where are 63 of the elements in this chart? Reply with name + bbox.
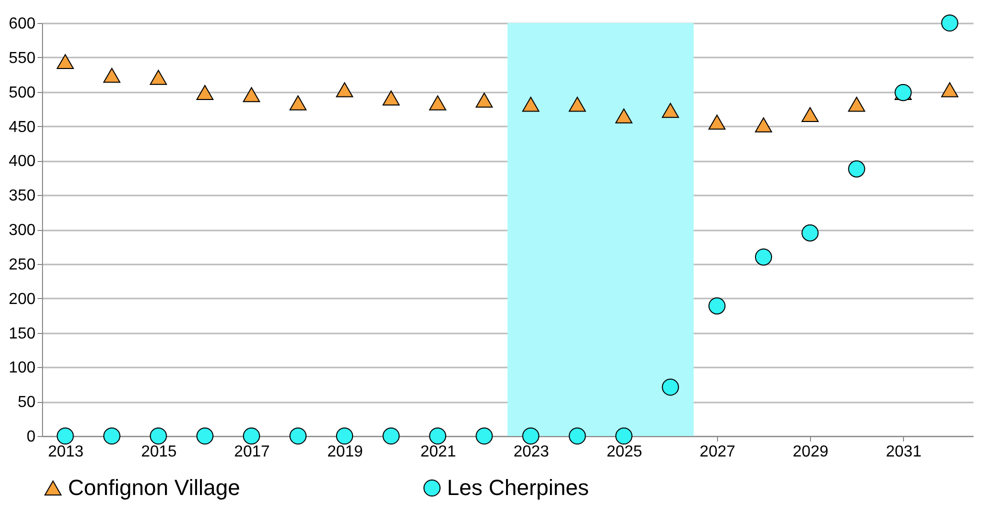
y-tick-label: 350 [8, 188, 36, 205]
y-tick-label: 400 [8, 153, 36, 170]
point [522, 96, 540, 112]
point [568, 427, 586, 445]
y-tick-label: 250 [8, 256, 36, 274]
y-tick-label: 0 [26, 428, 36, 446]
point [382, 90, 400, 106]
point [568, 96, 586, 112]
point [429, 427, 446, 445]
y-tick-label: 500 [8, 84, 36, 102]
point [615, 108, 632, 124]
x-tick-label: 2029 [792, 444, 828, 460]
point [429, 95, 446, 110]
y-tick-label: 600 [8, 16, 36, 32]
point [382, 427, 400, 445]
x-tick-label: 2025 [606, 444, 642, 460]
x-tick-label: 2017 [234, 444, 270, 460]
x-tick-label: 2015 [141, 444, 177, 460]
point [196, 427, 214, 445]
point [802, 107, 819, 122]
point [196, 85, 214, 100]
y-tick-label: 100 [8, 360, 36, 377]
point [336, 82, 354, 98]
point [662, 378, 679, 396]
point [289, 95, 307, 110]
point [150, 70, 167, 85]
x-tick-label: 2021 [420, 444, 456, 460]
point [56, 427, 74, 445]
point [802, 224, 819, 242]
y-tick-label: 300 [8, 222, 36, 239]
point [103, 68, 120, 83]
point [522, 427, 540, 445]
point [103, 427, 120, 445]
point [662, 102, 679, 118]
x-tick-label: 2019 [327, 444, 363, 460]
y-tick-label: 200 [8, 290, 36, 308]
x-tick-label: 2031 [886, 444, 922, 460]
point [941, 14, 958, 32]
point [476, 427, 493, 445]
legend-label: Confignon Village [68, 475, 240, 500]
x-tick-label: 2027 [700, 444, 736, 460]
x-tick-label: 2013 [48, 444, 84, 460]
point [941, 82, 958, 98]
point [336, 427, 354, 445]
point [708, 297, 726, 314]
point [708, 114, 726, 130]
point [615, 427, 632, 445]
point [242, 87, 260, 102]
point [289, 427, 307, 445]
point [242, 427, 260, 445]
x-tick-label: 2023 [513, 444, 550, 460]
point [848, 96, 866, 112]
y-tick-label: 150 [8, 325, 36, 342]
point [754, 248, 772, 266]
point [56, 54, 74, 70]
y-tick-label: 450 [8, 118, 36, 136]
y-tick-label: 550 [8, 50, 36, 67]
point [476, 92, 493, 108]
point [848, 160, 866, 178]
legend-label: Les Cherpines [447, 475, 589, 500]
y-tick-label: 50 [18, 394, 36, 412]
point [754, 117, 772, 132]
point [150, 427, 167, 445]
